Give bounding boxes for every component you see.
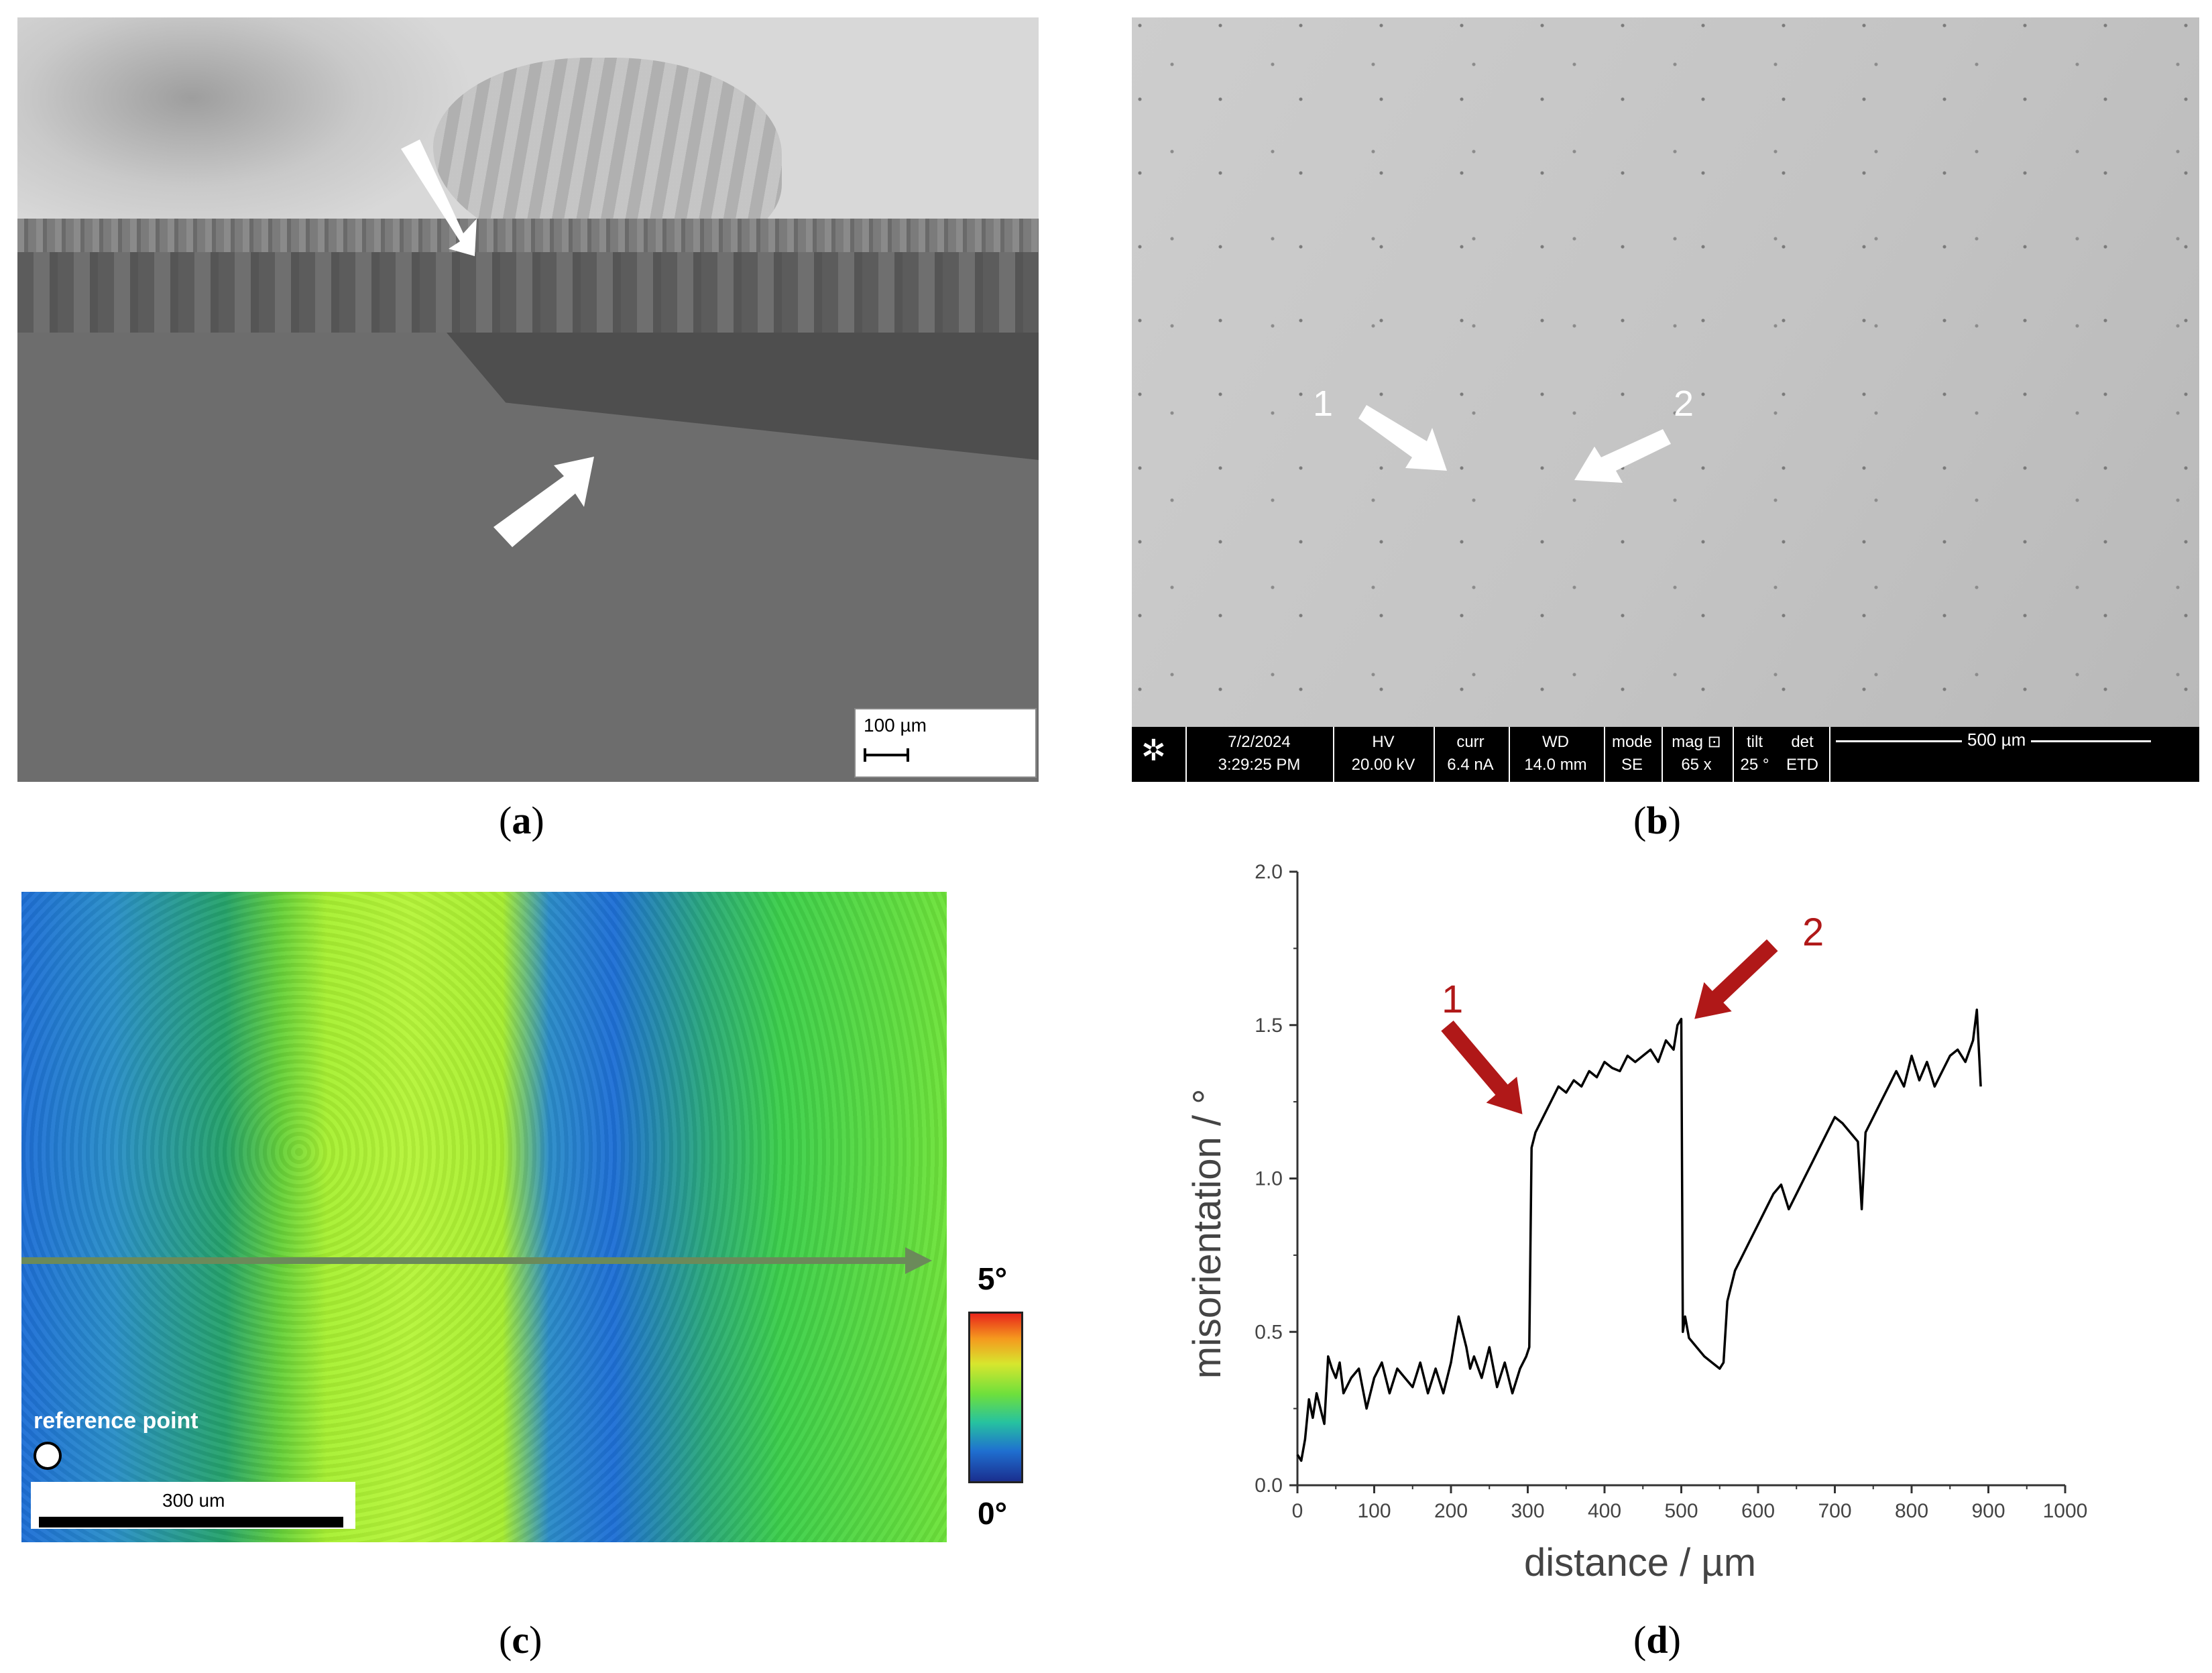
sem-info-bar: ✲ 7/2/2024 3:29:25 PM HV 20.00 kV curr 6… bbox=[1132, 727, 2199, 782]
panel-caption-b: (b) bbox=[1633, 799, 1681, 842]
colorbar-min-label: 0° bbox=[978, 1496, 1007, 1531]
arrow-label-1: 1 bbox=[1313, 384, 1334, 424]
scale-bar-box bbox=[854, 708, 1037, 778]
coating-layer bbox=[17, 252, 1039, 333]
colorbar bbox=[968, 1312, 1023, 1483]
info-mode: mode SE bbox=[1611, 733, 1653, 774]
misorientation-chart: 0 100 200 300 400 500 600 700 800 900 1000 0.0 0.5 1.… bbox=[1180, 858, 2159, 1596]
instrument-logo-icon: ✲ bbox=[1141, 734, 1166, 767]
x-tick-label: 400 bbox=[1588, 1500, 1621, 1522]
scale-bar-label: 500 µm bbox=[1962, 730, 2032, 750]
divider bbox=[1604, 727, 1605, 782]
divider bbox=[1509, 727, 1510, 782]
info-hv: HV 20.00 kV bbox=[1351, 733, 1415, 774]
divider bbox=[1185, 727, 1187, 782]
y-tick-label: 1.0 bbox=[1255, 1168, 1283, 1190]
info-curr: curr 6.4 nA bbox=[1447, 733, 1494, 774]
scale-bar bbox=[864, 748, 909, 762]
reference-point-label: reference point bbox=[34, 1408, 198, 1434]
x-tick-label: 200 bbox=[1434, 1500, 1468, 1522]
info-det: det ETD bbox=[1786, 733, 1818, 774]
x-tick-label: 500 bbox=[1664, 1500, 1698, 1522]
panel-caption-c: (c) bbox=[499, 1618, 542, 1662]
y-axis-label: misorientation / ° bbox=[1185, 1089, 1229, 1379]
y-tick-label: 0.0 bbox=[1255, 1475, 1283, 1497]
x-tick-label: 1000 bbox=[2043, 1500, 2088, 1522]
annotation-arrow-2-icon bbox=[1694, 939, 1778, 1019]
x-tick-label: 800 bbox=[1895, 1500, 1928, 1522]
arrow-overlay bbox=[401, 139, 594, 547]
y-tick-label: 2.0 bbox=[1255, 861, 1283, 883]
y-tick-label: 1.5 bbox=[1255, 1015, 1283, 1037]
divider bbox=[1733, 727, 1734, 782]
x-axis-label: distance / µm bbox=[1524, 1541, 1756, 1584]
divider bbox=[1662, 727, 1663, 782]
chart-ticks: 0 100 200 300 400 500 600 700 800 900 1000 0.0 0.5 1.… bbox=[1255, 861, 2087, 1522]
annotation-label-2: 2 bbox=[1802, 911, 1824, 954]
y-tick-label: 0.5 bbox=[1255, 1321, 1283, 1343]
sem-top-view-image: 1 2 ✲ 7/2/2024 3:29:25 PM HV 20.00 kV cu… bbox=[1132, 17, 2199, 782]
x-tick-label: 700 bbox=[1818, 1500, 1851, 1522]
arrow-icon-2 bbox=[1574, 429, 1671, 483]
divider bbox=[1829, 727, 1830, 782]
scale-bar-label: 300 um bbox=[162, 1490, 225, 1511]
grain-texture bbox=[21, 892, 947, 1542]
line-profile-arrow bbox=[21, 1257, 920, 1264]
x-tick-label: 900 bbox=[1971, 1500, 2005, 1522]
sem-surface bbox=[1132, 17, 2199, 727]
x-tick-label: 0 bbox=[1292, 1500, 1303, 1522]
arrow-icon-1 bbox=[1358, 405, 1447, 471]
info-mag: mag ⊡ 65 x bbox=[1672, 733, 1721, 774]
x-tick-label: 300 bbox=[1511, 1500, 1544, 1522]
scale-bar bbox=[39, 1517, 343, 1527]
sem-side-view-image: 100 µm bbox=[17, 17, 1039, 782]
scale-bar-label: 100 µm bbox=[864, 715, 927, 736]
annotation-arrow-1-icon bbox=[1441, 1021, 1523, 1114]
arrow-head-icon bbox=[905, 1247, 932, 1274]
divider bbox=[1434, 727, 1435, 782]
panel-caption-a: (a) bbox=[499, 799, 544, 842]
misorientation-series-line bbox=[1296, 1008, 1982, 1462]
arrow-label-2: 2 bbox=[1674, 384, 1694, 424]
arrow-overlay bbox=[1358, 405, 1671, 483]
info-tilt: tilt 25 ° bbox=[1740, 733, 1769, 774]
annotation-label-1: 1 bbox=[1442, 978, 1463, 1021]
chart-series bbox=[1296, 1008, 1982, 1462]
panel-caption-d: (d) bbox=[1633, 1618, 1681, 1662]
chart-svg: 0 100 200 300 400 500 600 700 800 900 1000 0.0 0.5 1.… bbox=[1185, 861, 2087, 1584]
divider bbox=[1333, 727, 1334, 782]
reference-point-marker bbox=[34, 1442, 62, 1470]
orientation-map-image: reference point 300 um bbox=[21, 892, 947, 1542]
info-wd: WD 14.0 mm bbox=[1524, 733, 1587, 774]
x-tick-label: 600 bbox=[1741, 1500, 1775, 1522]
x-tick-label: 100 bbox=[1357, 1500, 1391, 1522]
arrow-icon-bottom bbox=[493, 457, 594, 547]
arrow-icon-top bbox=[401, 139, 477, 256]
info-date-time: 7/2/2024 3:29:25 PM bbox=[1218, 733, 1301, 774]
colorbar-max-label: 5° bbox=[978, 1261, 1007, 1296]
